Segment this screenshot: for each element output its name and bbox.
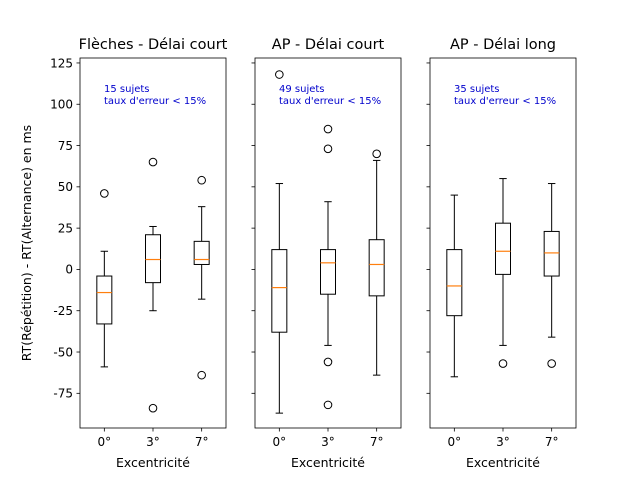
x-tick-label: 3°: [496, 435, 510, 449]
box-group: [271, 70, 288, 414]
iqr-box: [271, 249, 288, 333]
iqr-box: [495, 222, 511, 275]
annotation-text: taux d'erreur < 15%: [104, 96, 206, 107]
iqr-box: [145, 234, 161, 284]
x-axis-label: Excentricité: [116, 455, 190, 470]
box-group: [495, 178, 511, 368]
x-tick-label: 0°: [273, 435, 287, 449]
box-group: [145, 157, 161, 413]
y-tick-label: 75: [58, 139, 73, 153]
box-group: [543, 183, 560, 368]
y-tick-label: -50: [53, 345, 73, 359]
subplot: AP - Délai court 0° 3° 7° Excentricité 49 suj…: [251, 37, 402, 470]
x-axis-label: Excentricité: [291, 455, 365, 470]
annotation-text: taux d'erreur < 15%: [279, 96, 381, 107]
annotation-text: 35 sujets: [454, 84, 500, 95]
y-tick-label: -25: [53, 304, 73, 318]
subplots: Flèches - Délai court -75 -50 -25 0 25 50 75 100…: [50, 37, 577, 470]
x-tick-label: 7°: [195, 435, 209, 449]
outlier-point: [498, 359, 508, 368]
x-tick-label: 7°: [370, 435, 384, 449]
iqr-box: [96, 275, 113, 325]
subplot-title: AP - Délai long: [450, 37, 556, 53]
x-tick-label: 3°: [146, 435, 160, 449]
box-group: [446, 194, 463, 378]
subplot-title: Flèches - Délai court: [79, 37, 228, 53]
x-axis-label: Excentricité: [466, 455, 540, 470]
iqr-box: [368, 239, 385, 297]
x-tick-label: 7°: [545, 435, 559, 449]
box-group: [320, 124, 336, 410]
outlier-point: [197, 370, 206, 380]
outlier-point: [323, 144, 333, 154]
box-group: [193, 175, 210, 380]
iqr-box: [446, 249, 463, 317]
y-tick-label: -75: [53, 387, 73, 401]
axes-frame: [79, 57, 227, 429]
outlier-point: [372, 149, 381, 159]
y-tick-label: 0: [65, 263, 73, 277]
outlier-point: [323, 124, 333, 134]
annotation-text: taux d'erreur < 15%: [454, 96, 556, 107]
box-group: [368, 149, 385, 376]
x-tick-label: 3°: [321, 435, 335, 449]
outlier-point: [197, 175, 206, 185]
y-tick-label: 100: [50, 98, 73, 112]
iqr-box: [543, 230, 560, 277]
y-tick-label: 25: [58, 221, 73, 235]
outlier-point: [148, 157, 158, 167]
annotation-text: 15 sujets: [104, 84, 150, 95]
outlier-point: [547, 359, 556, 368]
x-tick-label: 0°: [98, 435, 112, 449]
axes-frame: [254, 57, 402, 429]
axes-frame: [429, 57, 577, 429]
subplot-title: AP - Délai court: [272, 37, 385, 53]
outlier-point: [148, 403, 158, 413]
outlier-point: [323, 400, 333, 410]
outlier-point: [323, 357, 333, 367]
y-tick-label: 125: [50, 56, 73, 70]
y-tick-label: 50: [58, 180, 73, 194]
subplot: Flèches - Délai court -75 -50 -25 0 25 50 75 100…: [50, 37, 228, 470]
subplot: AP - Délai long 0° 3° 7° Excentricité 35 suje…: [426, 37, 577, 470]
outlier-point: [275, 70, 284, 79]
outlier-point: [100, 189, 109, 198]
x-tick-label: 0°: [448, 435, 462, 449]
y-axis-label: RT(Répétition) - RT(Alternance) en ms: [19, 125, 34, 361]
iqr-box: [193, 240, 210, 265]
box-group: [96, 189, 113, 368]
annotation-text: 49 sujets: [279, 84, 325, 95]
iqr-box: [320, 249, 336, 295]
